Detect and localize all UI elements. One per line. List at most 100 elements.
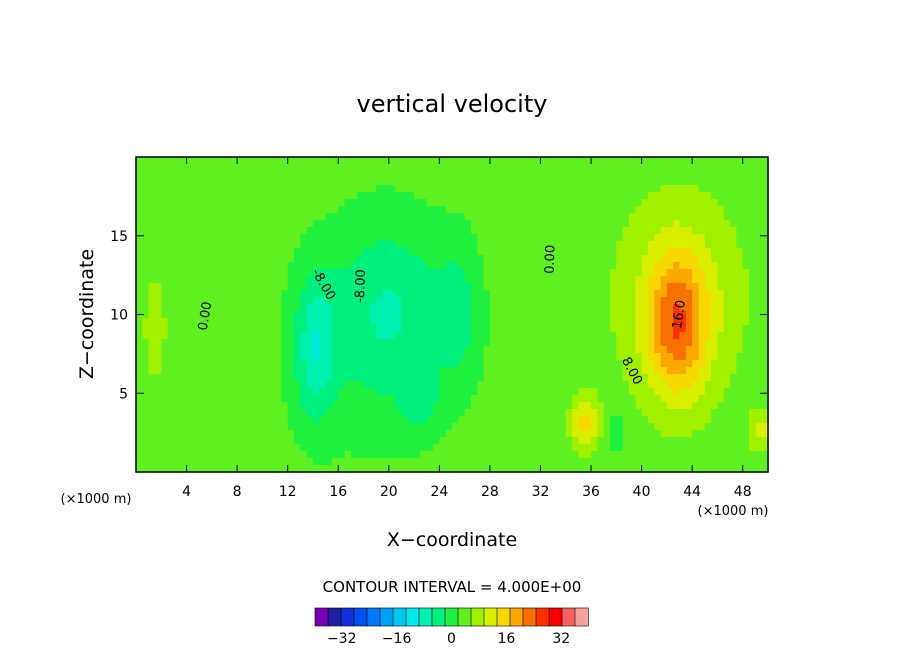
field-cell [136,178,143,186]
field-cell [136,192,143,200]
field-cell [477,360,485,368]
field-cell [489,465,497,473]
field-cell [199,206,207,214]
field-cell [420,227,428,235]
field-cell [237,381,245,389]
field-cell [161,234,169,242]
field-cell [173,269,181,277]
field-cell [553,444,561,452]
field-cell [534,311,542,319]
field-cell [407,402,415,410]
field-cell [546,178,554,186]
field-cell [635,339,643,347]
field-cell [685,339,693,347]
field-cell [622,171,630,179]
field-cell [647,227,655,235]
field-cell [749,311,756,319]
field-cell [161,430,169,438]
field-cell [275,178,282,186]
field-cell [559,304,567,312]
field-cell [237,346,245,354]
field-cell [597,360,605,368]
field-cell [597,318,605,326]
colorbar-tick-label: 32 [552,631,570,647]
field-cell [331,465,339,473]
field-cell [496,402,504,410]
field-cell [679,465,687,473]
field-cell [319,290,327,298]
field-cell [470,388,478,396]
field-cell [148,164,156,172]
field-cell [742,297,750,305]
field-cell [597,437,605,445]
field-cell [161,206,169,214]
field-cell [534,444,542,452]
field-cell [426,444,434,452]
field-cell [578,311,586,319]
field-cell [565,157,573,165]
field-cell [641,402,649,410]
field-cell [230,367,238,375]
field-cell [363,248,371,256]
field-cell [262,185,270,193]
field-cell [186,185,194,193]
field-cell [294,241,301,249]
field-cell [249,234,257,242]
field-cell [294,220,301,228]
field-cell [249,346,257,354]
field-cell [622,283,630,291]
field-cell [218,262,226,270]
field-cell [736,227,744,235]
field-cell [281,304,289,312]
field-cell [755,388,763,396]
field-cell [641,199,649,207]
field-cell [420,262,428,270]
field-cell [382,409,390,417]
field-cell [287,360,295,368]
field-cell [540,248,548,256]
field-cell [369,339,377,347]
field-cell [553,185,561,193]
field-cell [230,192,238,200]
field-cell [382,227,390,235]
field-cell [331,192,339,200]
field-cell [540,192,548,200]
colorbar-swatch [314,607,329,627]
field-cell [211,220,219,228]
field-cell [723,444,731,452]
field-cell [180,346,188,354]
field-cell [401,346,409,354]
field-cell [294,192,301,200]
field-cell [376,402,384,410]
field-cell [527,458,535,466]
field-cell [489,402,497,410]
field-cell [692,374,700,382]
field-cell [692,381,700,389]
field-cell [647,465,655,473]
field-cell [635,430,643,438]
field-cell [635,437,643,445]
field-cell [420,402,428,410]
field-cell [527,241,535,249]
field-cell [470,374,478,382]
field-cell [546,409,554,417]
field-cell [749,451,756,459]
field-cell [755,409,763,417]
field-cell [628,199,636,207]
field-cell [211,409,219,417]
field-cell [628,178,636,186]
field-cell [508,283,516,291]
field-cell [344,381,352,389]
field-cell [180,374,188,382]
field-cell [647,430,655,438]
field-cell [755,353,763,361]
field-cell [154,297,162,305]
field-cell [591,255,598,263]
field-cell [205,402,213,410]
field-cell [154,458,162,466]
field-cell [173,360,181,368]
field-cell [679,332,687,340]
field-cell [464,206,472,214]
field-cell [496,381,504,389]
field-cell [325,325,333,333]
